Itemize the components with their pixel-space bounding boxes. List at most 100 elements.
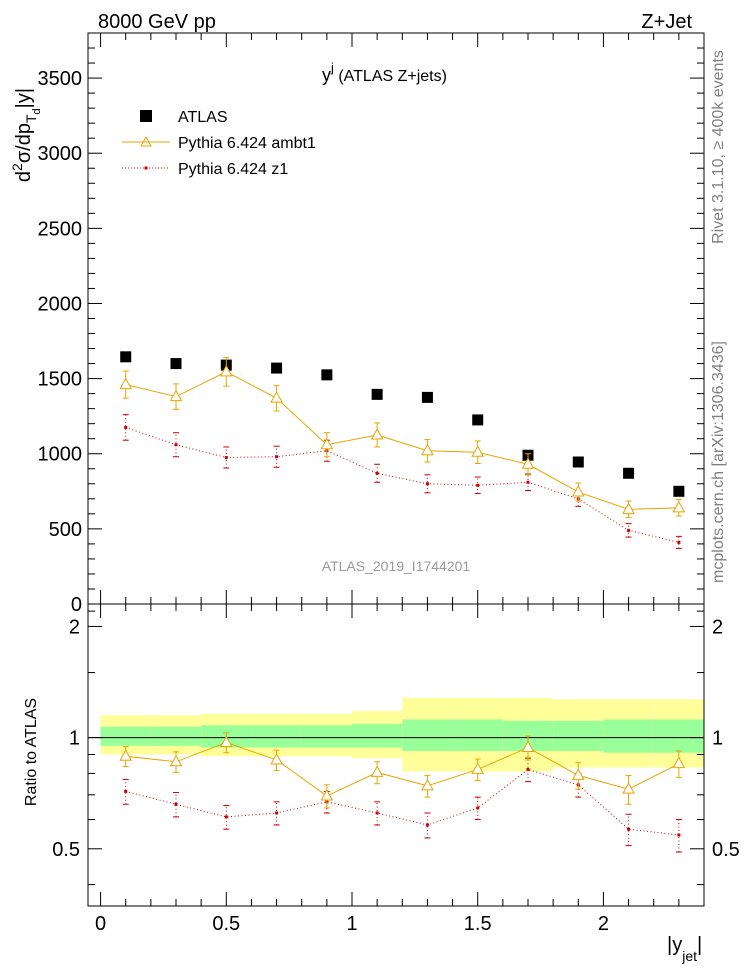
- ratio-inner-band-bin: [301, 725, 352, 748]
- z1-point: [677, 540, 681, 544]
- atlas-data-point: [623, 467, 635, 479]
- xlabel-main: |y: [667, 934, 682, 956]
- xlabel-sub: jet: [681, 948, 697, 964]
- atlas-data-point: [421, 391, 433, 403]
- ratio-ytick-label: 2: [69, 616, 80, 638]
- ratio-ylabel: Ratio to ATLAS: [23, 698, 40, 806]
- ambt1-point: [270, 391, 283, 403]
- ratio-ambt1-point: [421, 778, 434, 791]
- main-series: [119, 351, 686, 549]
- ratio-z1-point: [174, 802, 178, 806]
- ratio-z1-point: [275, 811, 279, 815]
- z1-point: [174, 443, 178, 447]
- ratio-inner-band-bin: [553, 720, 604, 751]
- xlabel-end: |: [697, 934, 702, 956]
- plot-title-rest: (ATLAS Z+jets): [334, 68, 447, 85]
- ratio-inner-band-bin: [653, 719, 704, 753]
- atlas-data-point: [120, 351, 132, 363]
- ratio-ambt1-point: [119, 749, 133, 761]
- ratio-inner-band-bin: [251, 725, 302, 748]
- ratio-axes: 0 0.5 1 1.5 2 0.5 0.5 1 1 2 2: [52, 603, 740, 935]
- legend-atlas-label: ATLAS: [178, 109, 228, 126]
- legend-ambt1-label: Pythia 6.424 ambt1: [178, 135, 316, 152]
- ratio-z1-point: [124, 789, 128, 793]
- atlas-data-point: [673, 485, 685, 497]
- analysis-watermark: ATLAS_2019_I1744201: [322, 558, 471, 574]
- plot-title-sup: j: [330, 60, 334, 75]
- ratio-z1-point: [224, 815, 228, 819]
- main-axes: 0 500 1000 1500 2000 2500 3000 3500: [38, 32, 705, 616]
- ratio-ambt1-point: [370, 765, 384, 777]
- ylabel-part-e: d: [31, 108, 43, 114]
- ratio-series: [119, 732, 686, 853]
- ratio-inner-band-bin: [352, 723, 403, 748]
- ratio-ambt1-point: [622, 782, 635, 794]
- ambt1-point: [169, 389, 183, 402]
- ambt1-point: [622, 502, 635, 514]
- ratio-z1-point: [375, 811, 379, 815]
- ylabel-part-a: d: [13, 171, 35, 182]
- z1-point: [275, 455, 279, 459]
- ratio-ytick-label-right: 2: [712, 616, 723, 638]
- ratio-ambt1-point: [672, 756, 686, 769]
- atlas-data-point: [170, 358, 182, 370]
- legend-ambt1-marker: [140, 135, 152, 147]
- ratio-ytick-label-right: 0.5: [712, 839, 740, 861]
- z1-point: [627, 528, 631, 532]
- ratio-ytick-label: 1: [69, 728, 80, 750]
- ratio-xtick-label: 0.5: [212, 913, 240, 935]
- z1-point: [476, 483, 480, 487]
- atlas-data-point: [271, 362, 283, 374]
- ratio-ambt1-point: [571, 768, 585, 780]
- ratio-z1-point: [627, 827, 631, 831]
- ambt1-point: [471, 445, 485, 457]
- z1-point: [526, 480, 530, 484]
- z1-point: [375, 471, 379, 475]
- ambt1-line: [125, 371, 679, 510]
- header-right-label: Z+Jet: [641, 11, 692, 33]
- atlas-data-point: [321, 369, 333, 381]
- atlas-data-point: [472, 414, 484, 426]
- main-ytick-label: 0: [71, 594, 82, 616]
- legend: ATLAS Pythia 6.424 ambt1 Pythia 6.424 z1: [122, 109, 316, 178]
- z1-point: [124, 425, 128, 429]
- legend-atlas-marker: [140, 110, 152, 122]
- mcplots-label: mcplots.cern.ch [arXiv:1306.3436]: [710, 341, 727, 583]
- atlas-data-point: [371, 388, 383, 400]
- legend-z1-marker: [144, 166, 148, 170]
- ratio-xtick-label: 1: [346, 913, 357, 935]
- ratio-ytick-label: 0.5: [52, 839, 80, 861]
- header-left-label: 8000 GeV pp: [98, 11, 216, 33]
- ratio-xtick-label: 1.5: [464, 913, 492, 935]
- ratio-ambt1-point: [521, 740, 535, 753]
- ratio-z1-point: [425, 823, 429, 827]
- ratio-inner-band-bin: [603, 719, 654, 753]
- ratio-inner-band-bin: [402, 719, 453, 751]
- ambt1-point: [421, 443, 434, 456]
- ambt1-point: [672, 500, 686, 513]
- ratio-z1-point: [677, 833, 681, 837]
- main-ytick-label: 3500: [38, 68, 83, 90]
- main-ytick-label: 500: [49, 519, 82, 541]
- main-ytick-label: 1000: [38, 444, 83, 466]
- ratio-ambt1-point: [169, 754, 183, 767]
- ambt1-point: [119, 377, 133, 390]
- rivet-label: Rivet 3.1.10, ≥ 400k events: [710, 50, 727, 244]
- atlas-data-point: [572, 456, 584, 468]
- ratio-xtick-label: 2: [598, 913, 609, 935]
- plot-title: yj (ATLAS Z+jets): [322, 60, 447, 85]
- ylabel-part-f: |y|: [13, 88, 35, 108]
- z1-line: [125, 426, 679, 543]
- ambt1-point: [219, 364, 233, 377]
- ratio-z1-line: [125, 768, 679, 836]
- ylabel-part-b: 2: [9, 163, 25, 171]
- ambt1-point: [320, 437, 334, 450]
- z1-point: [425, 482, 429, 486]
- ratio-xtick-label: 0: [95, 913, 106, 935]
- ylabel-part-c: σ/dp: [13, 123, 35, 163]
- main-ytick-label: 2000: [38, 293, 83, 315]
- ratio-z1-point: [526, 767, 530, 771]
- legend-z1-label: Pythia 6.424 z1: [178, 161, 288, 178]
- ratio-ambt1-point: [270, 752, 283, 765]
